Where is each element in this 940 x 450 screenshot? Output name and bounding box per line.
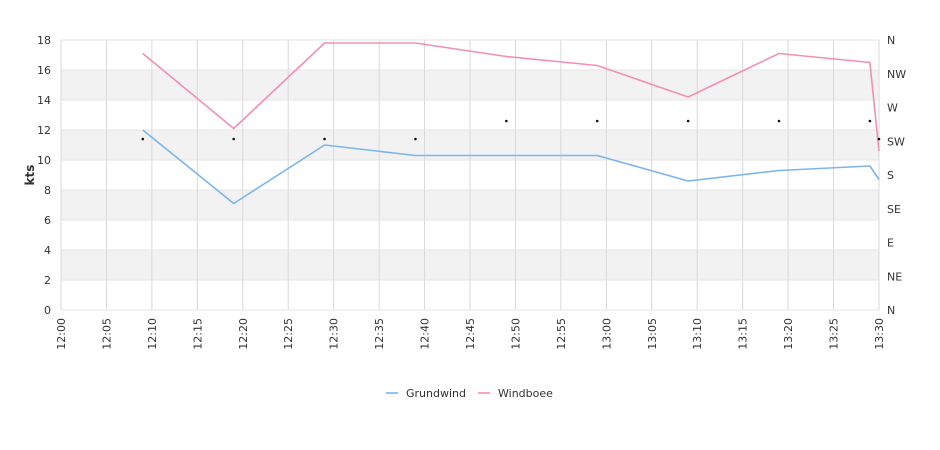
horizontal-gridlines bbox=[61, 39, 879, 311]
y-tick-label: 2 bbox=[44, 274, 51, 287]
y-axis-label: kts bbox=[23, 165, 37, 186]
direction-point bbox=[141, 137, 145, 141]
x-tick-label: 13:20 bbox=[782, 318, 795, 350]
x-tick-label: 12:45 bbox=[464, 318, 477, 350]
x-tick-label: 13:30 bbox=[873, 318, 886, 350]
x-tick-label: 12:10 bbox=[146, 318, 159, 350]
legend: Grundwind Windboee bbox=[386, 387, 553, 400]
y-tick-label: 18 bbox=[37, 34, 51, 47]
x-tick-label: 12:30 bbox=[328, 318, 341, 350]
direction-axis-ticks: N NE E SE S SW W NW N bbox=[887, 34, 906, 317]
x-tick-label: 12:40 bbox=[419, 318, 432, 350]
direction-tick-label: W bbox=[887, 102, 898, 115]
direction-point bbox=[868, 119, 872, 123]
x-tick-label: 13:10 bbox=[691, 318, 704, 350]
legend-label: Windboee bbox=[498, 387, 553, 400]
x-tick-label: 12:50 bbox=[509, 318, 522, 350]
y-tick-label: 0 bbox=[44, 304, 51, 317]
y-tick-label: 16 bbox=[37, 64, 51, 77]
x-tick-label: 12:00 bbox=[55, 318, 68, 350]
x-tick-label: 12:05 bbox=[100, 318, 113, 350]
x-axis-ticks: 12:00 12:05 12:10 12:15 12:20 12:25 12:30 12:35… bbox=[55, 318, 886, 350]
y-tick-label: 12 bbox=[37, 124, 51, 137]
legend-item-grundwind[interactable]: Grundwind bbox=[386, 387, 466, 400]
direction-point bbox=[232, 137, 235, 141]
x-tick-label: 13:05 bbox=[646, 318, 659, 350]
direction-point bbox=[686, 119, 690, 123]
direction-tick-label: SE bbox=[887, 203, 901, 216]
y-tick-label: 4 bbox=[44, 244, 51, 257]
x-tick-label: 12:15 bbox=[191, 318, 204, 350]
y-axis-ticks: 0 2 4 6 8 10 12 14 16 18 bbox=[37, 34, 51, 317]
y-tick-label: 14 bbox=[37, 94, 51, 107]
direction-tick-label: N bbox=[887, 304, 895, 317]
direction-markers bbox=[141, 119, 881, 141]
series-line-windboee bbox=[142, 42, 880, 152]
direction-point bbox=[505, 119, 508, 123]
x-tick-label: 12:55 bbox=[555, 318, 568, 350]
series-line-grundwind bbox=[142, 129, 880, 205]
legend-item-windboee[interactable]: Windboee bbox=[478, 387, 553, 400]
legend-label: Grundwind bbox=[406, 387, 466, 400]
vertical-gridlines bbox=[60, 40, 880, 310]
direction-tick-label: NW bbox=[887, 68, 906, 81]
direction-point bbox=[323, 137, 326, 141]
direction-point bbox=[777, 119, 781, 123]
y-tick-label: 10 bbox=[37, 154, 51, 167]
direction-point bbox=[414, 137, 417, 141]
y-tick-label: 8 bbox=[44, 184, 51, 197]
x-tick-label: 13:00 bbox=[600, 318, 613, 350]
x-tick-label: 12:25 bbox=[282, 318, 295, 350]
direction-point bbox=[595, 119, 599, 123]
y-tick-label: 6 bbox=[44, 214, 51, 227]
direction-tick-label: NE bbox=[887, 270, 902, 283]
direction-point bbox=[877, 137, 881, 141]
direction-tick-label: S bbox=[887, 169, 894, 182]
x-tick-label: 12:35 bbox=[373, 318, 386, 350]
direction-tick-label: E bbox=[887, 237, 894, 250]
x-tick-label: 13:15 bbox=[737, 318, 750, 350]
x-tick-label: 12:20 bbox=[237, 318, 250, 350]
direction-tick-label: SW bbox=[887, 135, 905, 148]
series-lines bbox=[142, 42, 880, 205]
x-tick-label: 13:25 bbox=[828, 318, 841, 350]
direction-tick-label: N bbox=[887, 34, 895, 47]
